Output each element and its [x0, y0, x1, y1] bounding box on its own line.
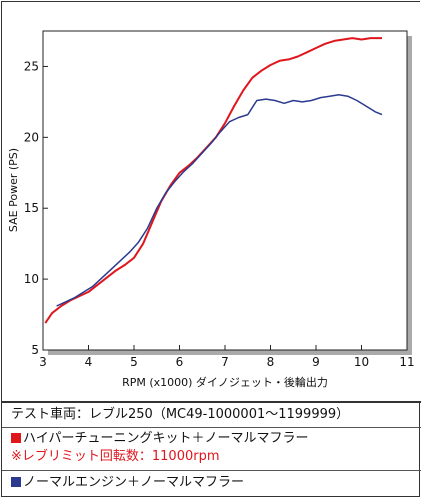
x-tick-label: 6 [176, 355, 184, 369]
x-tick-label: 11 [399, 355, 414, 369]
note-text: ※レブリミット回転数：11000rpm [11, 449, 220, 464]
vehicle-line: テスト車両：レブル250（MC49-1000001～1199999） [11, 407, 349, 423]
legend-note: ※レブリミット回転数：11000rpm [11, 449, 220, 465]
x-tick-label: 8 [267, 355, 275, 369]
series-line-stock [56, 94, 383, 307]
y-tick-label: 15 [24, 201, 39, 215]
legend-series2: ノーマルエンジン＋ノーマルマフラー [11, 475, 244, 491]
legend-series1: ハイパーチューニングキット＋ノーマルマフラー [11, 431, 308, 447]
legend-divider-2 [2, 470, 421, 471]
series2-label: ノーマルエンジン＋ノーマルマフラー [23, 475, 245, 490]
chart-panel: 3 4 5 6 7 8 9 10 11 5 10 15 20 25 RPM (x1000) ダイノジェット… [2, 2, 421, 402]
vehicle-text: テスト車両：レブル250（MC49-1000001～1199999） [11, 407, 350, 422]
legend: テスト車両：レブル250（MC49-1000001～1199999） ハイパーチ… [2, 402, 421, 498]
axis-ticks: 3 4 5 6 7 8 9 10 11 5 10 15 20 25 [24, 59, 415, 369]
legend-divider [2, 427, 421, 428]
power-chart: 3 4 5 6 7 8 9 10 11 5 10 15 20 25 RPM (x1000) ダイノジェット… [7, 30, 415, 389]
y-tick-label: 25 [24, 59, 39, 73]
y-tick-label: 5 [31, 343, 39, 357]
y-tick-label: 10 [24, 272, 39, 286]
y-axis-label: SAE Power (PS) [7, 148, 20, 232]
x-tick-label: 7 [221, 355, 229, 369]
x-tick-label: 10 [354, 355, 369, 369]
y-tick-label: 20 [24, 130, 39, 144]
x-tick-label: 5 [130, 355, 138, 369]
red-swatch-icon [11, 433, 21, 443]
x-tick-label: 3 [39, 355, 47, 369]
x-axis-label: RPM (x1000) ダイノジェット・後輪出力 [122, 375, 328, 389]
plot-area [42, 30, 408, 351]
series1-label: ハイパーチューニングキット＋ノーマルマフラー [23, 431, 309, 446]
x-tick-label: 9 [312, 355, 320, 369]
x-tick-label: 4 [85, 355, 93, 369]
series-lines [44, 37, 383, 324]
blue-swatch-icon [11, 477, 21, 487]
